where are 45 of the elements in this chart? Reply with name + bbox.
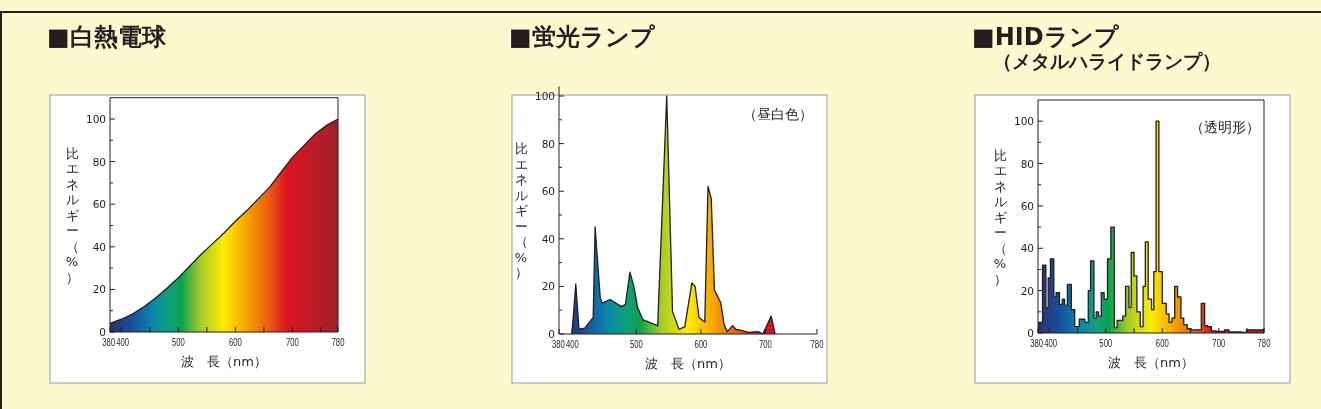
x-tick-label: 600 [694, 338, 712, 350]
y-tick-label: 0 [548, 328, 555, 340]
chart-title: ■蛍光ランプ [509, 23, 656, 51]
x-tick-label: 500 [171, 336, 190, 348]
x-tick-label: 500 [1099, 337, 1117, 349]
y-tick-label: 60 [541, 185, 555, 198]
y-tick-label: 20 [92, 283, 106, 296]
y-tick-label: 60 [92, 198, 106, 211]
chart-title: ■HIDランプ [972, 23, 1120, 51]
text: 比エネルギー（%） [514, 141, 528, 281]
x-tick-label: 400 [566, 338, 584, 350]
x-axis-title: 波 長（nm） [1108, 355, 1194, 370]
x-axis-title: 波 長（nm） [181, 354, 267, 369]
y-tick-label: 80 [92, 155, 106, 168]
x-tick-label: 780 [810, 338, 829, 350]
annotation: （透明形） [1190, 119, 1260, 135]
y-tick-label: 60 [1020, 199, 1034, 212]
y-tick-label: 100 [1013, 115, 1034, 128]
text: 比エネルギー（%） [993, 147, 1007, 287]
x-tick-label: 780 [331, 336, 350, 348]
y-tick-label: 80 [541, 137, 555, 150]
x-tick-label: 400 [1044, 337, 1062, 349]
chart-subtitle: （メタルハライドランプ） [993, 50, 1221, 72]
y-tick-label: 40 [1020, 242, 1034, 255]
x-tick-label: 600 [1155, 337, 1174, 349]
y-tick-label: 100 [534, 90, 555, 103]
annotation: （昼白色） [743, 105, 813, 122]
x-tick-label: 700 [285, 336, 304, 348]
x-axis-title: 波 長（nm） [645, 356, 731, 371]
x-tick-label: 700 [1212, 337, 1230, 349]
y-tick-label: 20 [1020, 284, 1034, 297]
chart-title: ■白熱電球 [47, 23, 167, 51]
x-tick-label: 700 [758, 338, 777, 350]
y-tick-label: 100 [85, 113, 106, 125]
y-tick-label: 80 [1020, 157, 1034, 170]
y-tick-label: 20 [541, 280, 555, 293]
x-tick-label: 400 [116, 336, 134, 348]
x-tick-label: 780 [1257, 337, 1276, 349]
text: 比エネルギー（%） [65, 145, 79, 285]
x-tick-label: 500 [629, 338, 648, 350]
y-tick-label: 40 [92, 240, 106, 253]
y-tick-label: 40 [541, 232, 555, 245]
y-tick-label: 0 [1027, 327, 1034, 339]
x-tick-label: 600 [228, 336, 247, 348]
y-tick-label: 0 [99, 326, 106, 338]
